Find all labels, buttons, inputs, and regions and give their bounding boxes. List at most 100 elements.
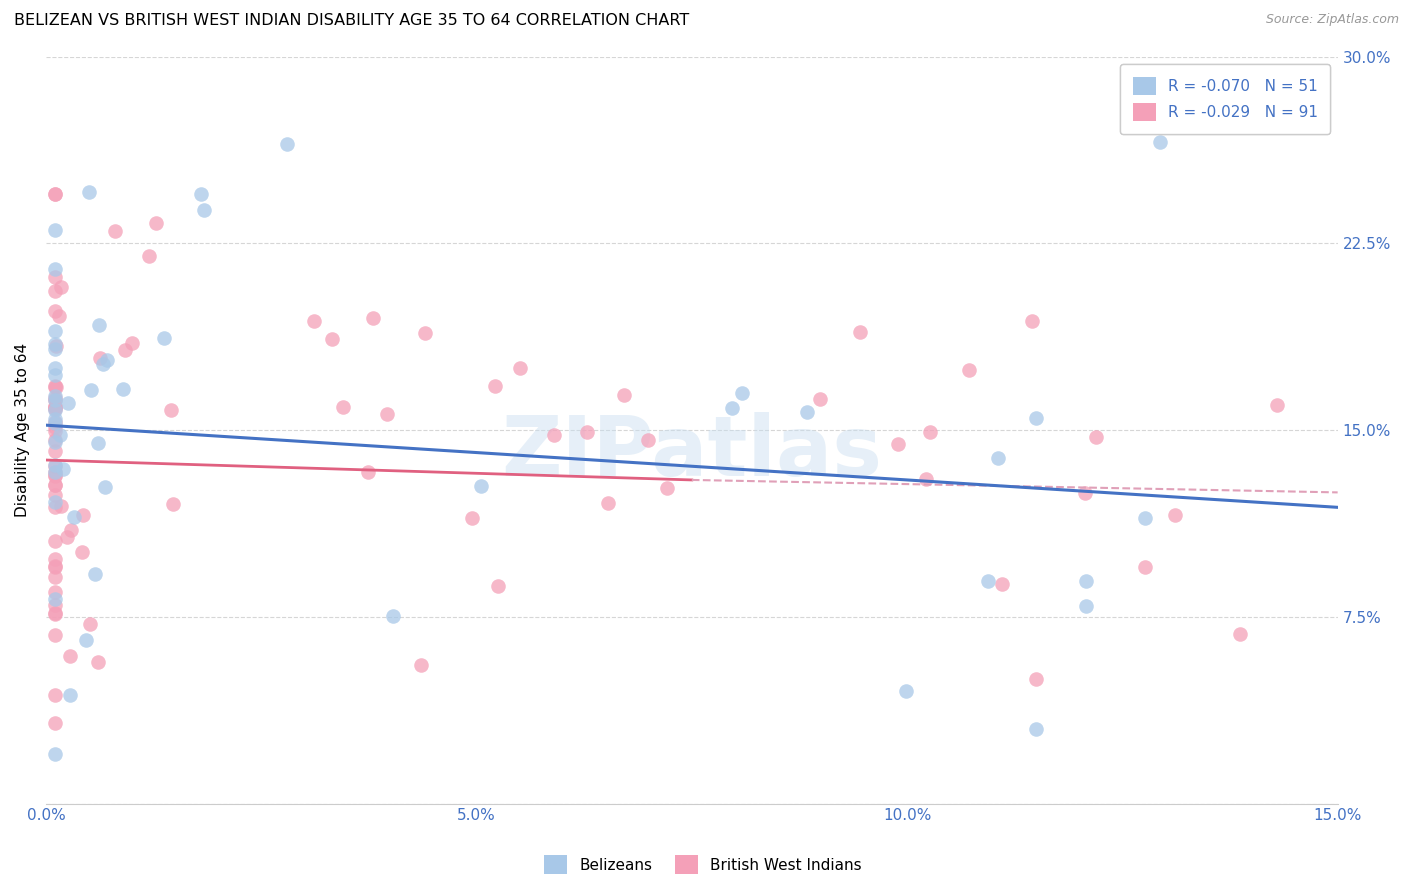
Point bbox=[44, 478, 66, 492]
Point bbox=[637, 433, 659, 447]
Point bbox=[87, 656, 110, 670]
Point bbox=[991, 576, 1014, 591]
Point bbox=[44, 585, 66, 599]
Point bbox=[44, 495, 66, 509]
Point bbox=[96, 352, 118, 367]
Point bbox=[543, 427, 565, 442]
Point bbox=[44, 570, 66, 584]
Point bbox=[44, 270, 66, 285]
Point bbox=[1025, 410, 1047, 425]
Point bbox=[44, 401, 66, 416]
Point bbox=[1267, 398, 1289, 412]
Point bbox=[1164, 508, 1187, 522]
Point bbox=[75, 633, 97, 648]
Point bbox=[44, 420, 66, 434]
Point bbox=[45, 380, 67, 394]
Point bbox=[44, 223, 66, 237]
Point bbox=[44, 402, 66, 417]
Point bbox=[44, 412, 66, 426]
Text: Source: ZipAtlas.com: Source: ZipAtlas.com bbox=[1265, 13, 1399, 27]
Point bbox=[190, 186, 212, 201]
Point bbox=[70, 545, 93, 559]
Point bbox=[332, 400, 354, 414]
Point bbox=[51, 280, 73, 294]
Point bbox=[1025, 672, 1047, 686]
Point bbox=[894, 683, 917, 698]
Point bbox=[598, 496, 620, 510]
Point bbox=[44, 534, 66, 549]
Point bbox=[44, 186, 66, 201]
Point bbox=[1229, 627, 1251, 641]
Point bbox=[44, 392, 66, 407]
Point bbox=[44, 488, 66, 502]
Point bbox=[44, 262, 66, 277]
Point bbox=[104, 224, 127, 238]
Point bbox=[484, 378, 506, 392]
Point bbox=[44, 591, 66, 606]
Point bbox=[987, 451, 1010, 466]
Point bbox=[72, 508, 94, 522]
Point bbox=[49, 427, 72, 442]
Point bbox=[44, 458, 66, 472]
Point bbox=[44, 607, 66, 621]
Point bbox=[44, 468, 66, 483]
Point bbox=[44, 598, 66, 612]
Point bbox=[83, 566, 105, 581]
Point bbox=[1133, 560, 1156, 574]
Point bbox=[486, 579, 509, 593]
Point bbox=[44, 342, 66, 356]
Point bbox=[44, 337, 66, 351]
Point bbox=[59, 689, 82, 703]
Point bbox=[44, 417, 66, 431]
Point bbox=[44, 380, 66, 394]
Point bbox=[89, 318, 111, 332]
Point bbox=[44, 500, 66, 515]
Point bbox=[44, 303, 66, 318]
Point bbox=[1074, 574, 1097, 588]
Point bbox=[162, 497, 184, 511]
Point bbox=[977, 574, 1000, 589]
Y-axis label: Disability Age 35 to 64: Disability Age 35 to 64 bbox=[15, 343, 30, 517]
Point bbox=[920, 425, 942, 439]
Point bbox=[576, 425, 599, 439]
Point bbox=[160, 403, 183, 417]
Point bbox=[461, 511, 484, 525]
Point bbox=[44, 400, 66, 414]
Point bbox=[44, 559, 66, 574]
Point bbox=[89, 351, 111, 365]
Legend: Belizeans, British West Indians: Belizeans, British West Indians bbox=[538, 849, 868, 880]
Point bbox=[470, 479, 492, 493]
Point bbox=[112, 382, 135, 396]
Point bbox=[94, 480, 117, 494]
Legend: R = -0.070   N = 51, R = -0.029   N = 91: R = -0.070 N = 51, R = -0.029 N = 91 bbox=[1121, 64, 1330, 134]
Point bbox=[44, 284, 66, 298]
Point bbox=[44, 458, 66, 473]
Point bbox=[45, 339, 67, 353]
Point bbox=[44, 424, 66, 438]
Point bbox=[1021, 314, 1043, 328]
Point bbox=[44, 368, 66, 382]
Point bbox=[1076, 599, 1098, 613]
Point bbox=[121, 335, 143, 350]
Point bbox=[145, 216, 167, 230]
Point bbox=[114, 343, 136, 357]
Text: BELIZEAN VS BRITISH WEST INDIAN DISABILITY AGE 35 TO 64 CORRELATION CHART: BELIZEAN VS BRITISH WEST INDIAN DISABILI… bbox=[14, 13, 689, 29]
Point bbox=[59, 648, 82, 663]
Point bbox=[413, 326, 436, 341]
Point bbox=[276, 136, 298, 151]
Point bbox=[44, 465, 66, 479]
Point bbox=[138, 249, 160, 263]
Point bbox=[409, 658, 432, 673]
Point bbox=[44, 361, 66, 376]
Point bbox=[44, 391, 66, 405]
Point bbox=[655, 481, 678, 495]
Point bbox=[957, 363, 980, 377]
Point bbox=[44, 716, 66, 731]
Point bbox=[1074, 486, 1097, 500]
Point bbox=[887, 437, 910, 451]
Point bbox=[79, 383, 101, 397]
Point bbox=[1133, 510, 1156, 524]
Point bbox=[721, 401, 744, 416]
Point bbox=[44, 324, 66, 338]
Point bbox=[91, 357, 114, 371]
